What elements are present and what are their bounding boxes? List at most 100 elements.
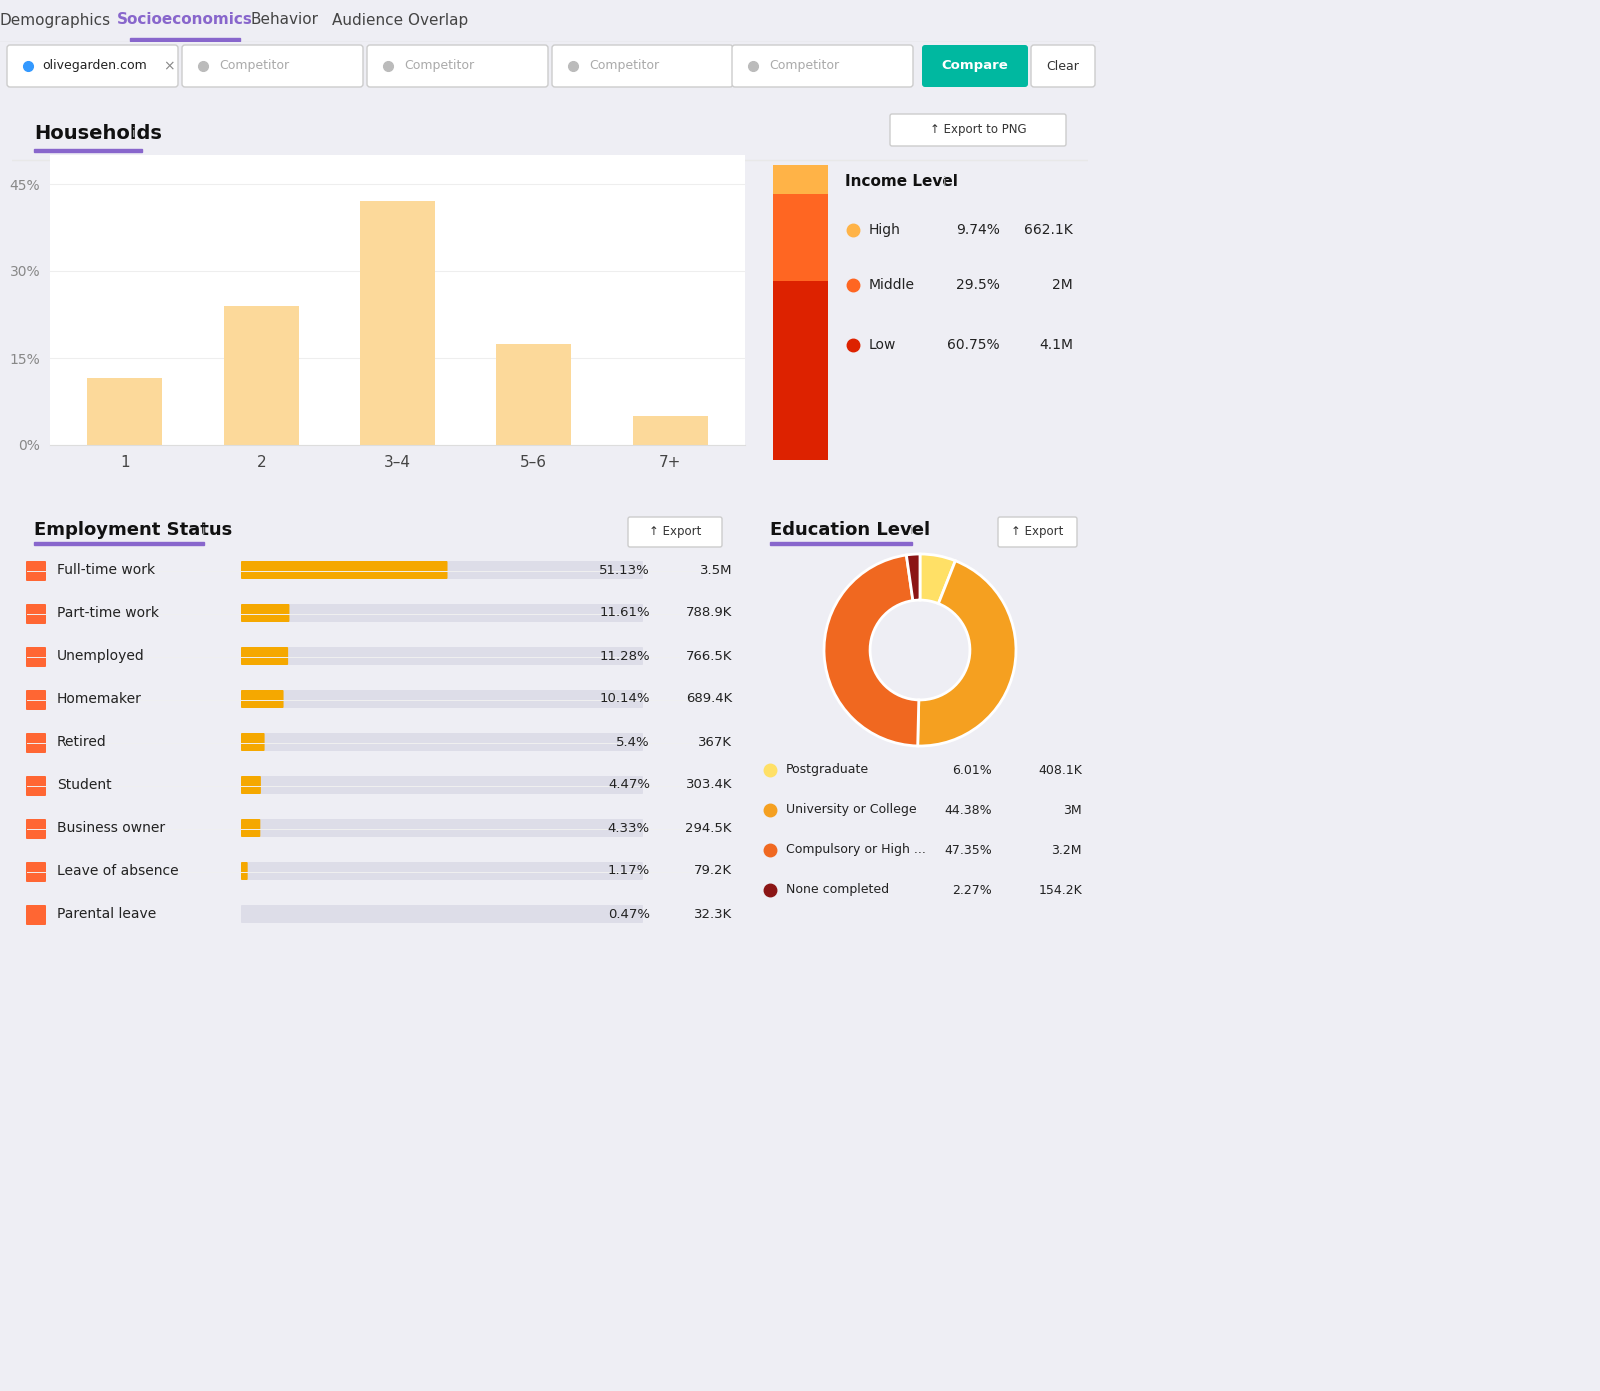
Text: i: i bbox=[942, 175, 947, 189]
Text: 79.2K: 79.2K bbox=[694, 864, 733, 878]
Text: Business owner: Business owner bbox=[58, 821, 165, 835]
FancyBboxPatch shape bbox=[242, 647, 643, 665]
Text: 4.1M: 4.1M bbox=[1038, 338, 1074, 352]
Text: 51.13%: 51.13% bbox=[600, 563, 650, 576]
Text: 408.1K: 408.1K bbox=[1038, 764, 1082, 776]
Bar bbox=[632, 416, 707, 445]
Wedge shape bbox=[824, 555, 918, 746]
Text: ↑ Export to PNG: ↑ Export to PNG bbox=[930, 124, 1026, 136]
Text: Full-time work: Full-time work bbox=[58, 563, 155, 577]
FancyBboxPatch shape bbox=[26, 906, 46, 925]
Bar bbox=[360, 202, 435, 445]
FancyBboxPatch shape bbox=[627, 517, 722, 547]
Text: Compulsory or High ...: Compulsory or High ... bbox=[786, 843, 926, 857]
Text: 0.47%: 0.47% bbox=[608, 907, 650, 921]
Text: Homemaker: Homemaker bbox=[58, 691, 142, 707]
Text: 11.61%: 11.61% bbox=[600, 606, 650, 619]
Text: 29.5%: 29.5% bbox=[957, 278, 1000, 292]
Text: Competitor: Competitor bbox=[770, 60, 838, 72]
Text: University or College: University or College bbox=[786, 804, 917, 817]
Text: 3.2M: 3.2M bbox=[1051, 843, 1082, 857]
FancyBboxPatch shape bbox=[242, 690, 643, 708]
FancyBboxPatch shape bbox=[26, 733, 46, 753]
Text: Education Level: Education Level bbox=[770, 522, 930, 538]
Text: 47.35%: 47.35% bbox=[944, 843, 992, 857]
Text: Retired: Retired bbox=[58, 734, 107, 748]
FancyBboxPatch shape bbox=[26, 776, 46, 796]
Text: Size: Size bbox=[62, 167, 98, 181]
Text: 32.3K: 32.3K bbox=[694, 907, 733, 921]
Text: Compare: Compare bbox=[942, 60, 1008, 72]
Bar bbox=[773, 281, 829, 460]
FancyBboxPatch shape bbox=[26, 690, 46, 709]
Text: 2M: 2M bbox=[1053, 278, 1074, 292]
Text: 1.17%: 1.17% bbox=[608, 864, 650, 878]
Wedge shape bbox=[918, 561, 1016, 746]
Text: Competitor: Competitor bbox=[589, 60, 659, 72]
FancyBboxPatch shape bbox=[922, 45, 1027, 88]
Text: 294.5K: 294.5K bbox=[685, 822, 733, 835]
Text: ↑ Export: ↑ Export bbox=[650, 526, 701, 538]
FancyBboxPatch shape bbox=[242, 862, 643, 881]
Bar bbox=[770, 542, 912, 545]
Text: Competitor: Competitor bbox=[403, 60, 474, 72]
Text: ↑ Export: ↑ Export bbox=[1011, 526, 1062, 538]
FancyBboxPatch shape bbox=[242, 906, 643, 924]
Text: Socioeconomics: Socioeconomics bbox=[117, 13, 253, 28]
FancyBboxPatch shape bbox=[26, 819, 46, 839]
Text: 9.74%: 9.74% bbox=[957, 223, 1000, 236]
Text: Behavior: Behavior bbox=[251, 13, 318, 28]
Text: 154.2K: 154.2K bbox=[1038, 883, 1082, 897]
Bar bbox=[496, 344, 571, 445]
Text: i: i bbox=[131, 128, 136, 140]
Text: Demographics: Demographics bbox=[0, 13, 110, 28]
FancyBboxPatch shape bbox=[242, 733, 264, 751]
Bar bbox=[224, 306, 299, 445]
Bar bbox=[34, 149, 142, 152]
Text: 662.1K: 662.1K bbox=[1024, 223, 1074, 236]
Text: Households: Households bbox=[34, 125, 162, 143]
Bar bbox=[34, 542, 205, 545]
Text: Competitor: Competitor bbox=[219, 60, 290, 72]
Wedge shape bbox=[920, 554, 955, 604]
FancyBboxPatch shape bbox=[26, 604, 46, 625]
FancyBboxPatch shape bbox=[1030, 45, 1094, 88]
FancyBboxPatch shape bbox=[242, 819, 643, 837]
Bar bbox=[130, 38, 240, 40]
FancyBboxPatch shape bbox=[242, 561, 643, 579]
FancyBboxPatch shape bbox=[182, 45, 363, 88]
FancyBboxPatch shape bbox=[6, 45, 178, 88]
FancyBboxPatch shape bbox=[26, 561, 46, 581]
FancyBboxPatch shape bbox=[242, 776, 643, 794]
FancyBboxPatch shape bbox=[242, 690, 283, 708]
FancyBboxPatch shape bbox=[26, 862, 46, 882]
Text: None completed: None completed bbox=[786, 883, 890, 897]
Text: Parental leave: Parental leave bbox=[58, 907, 157, 921]
FancyBboxPatch shape bbox=[242, 647, 288, 665]
Text: Middle: Middle bbox=[869, 278, 915, 292]
FancyBboxPatch shape bbox=[998, 517, 1077, 547]
FancyBboxPatch shape bbox=[733, 45, 914, 88]
Text: 44.38%: 44.38% bbox=[944, 804, 992, 817]
Text: Leave of absence: Leave of absence bbox=[58, 864, 179, 878]
Text: 3.5M: 3.5M bbox=[699, 563, 733, 576]
Text: 11.28%: 11.28% bbox=[600, 650, 650, 662]
Text: 10.14%: 10.14% bbox=[600, 693, 650, 705]
Text: Income Level: Income Level bbox=[845, 174, 958, 189]
Bar bbox=[773, 166, 829, 193]
Wedge shape bbox=[906, 554, 920, 601]
FancyBboxPatch shape bbox=[242, 819, 261, 837]
FancyBboxPatch shape bbox=[242, 604, 643, 622]
Text: 60.75%: 60.75% bbox=[947, 338, 1000, 352]
FancyBboxPatch shape bbox=[242, 862, 248, 881]
Text: 303.4K: 303.4K bbox=[685, 779, 733, 791]
Bar bbox=[773, 193, 829, 281]
Text: High: High bbox=[869, 223, 901, 236]
FancyBboxPatch shape bbox=[366, 45, 547, 88]
Text: 766.5K: 766.5K bbox=[685, 650, 733, 662]
FancyBboxPatch shape bbox=[242, 604, 290, 622]
Text: 689.4K: 689.4K bbox=[686, 693, 733, 705]
Text: Employment Status: Employment Status bbox=[34, 522, 232, 538]
Text: Audience Overlap: Audience Overlap bbox=[331, 13, 469, 28]
Text: Part-time work: Part-time work bbox=[58, 606, 158, 620]
